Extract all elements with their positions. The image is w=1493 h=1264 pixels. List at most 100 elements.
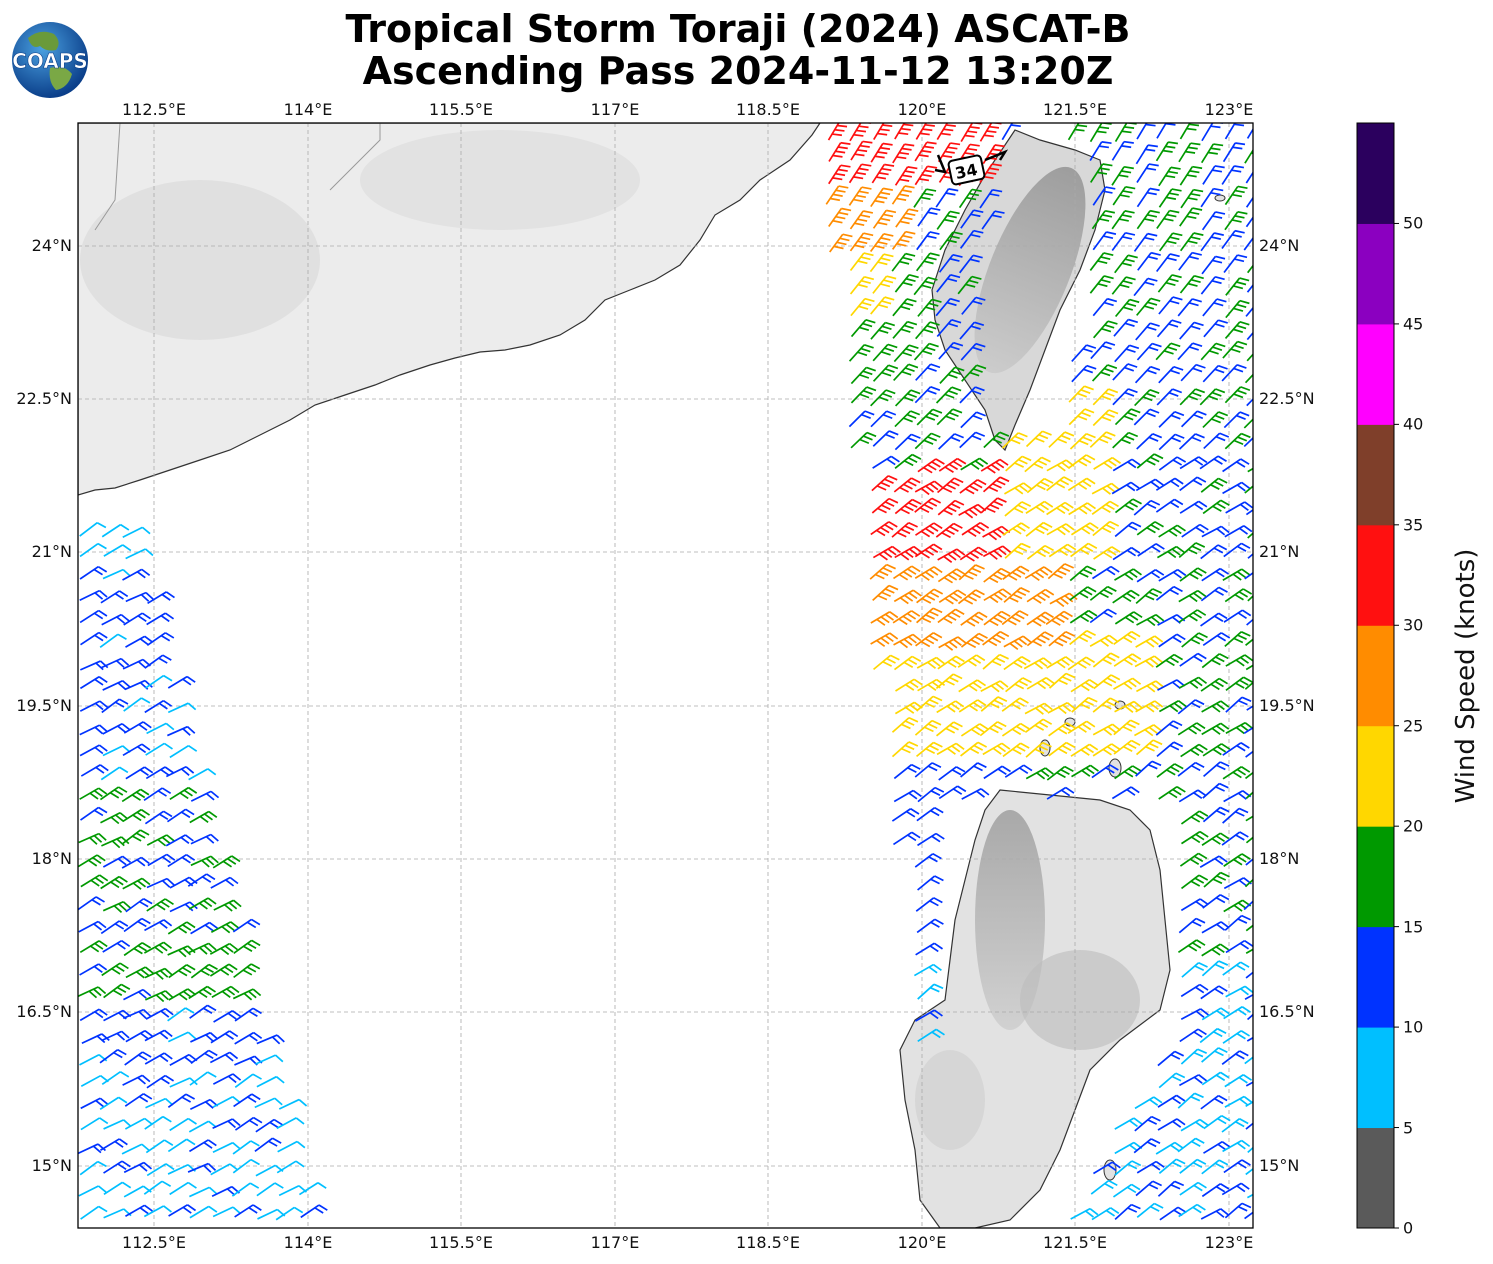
wind-barb [1178, 917, 1206, 934]
colorbar-tick-label: 5 [1403, 1118, 1414, 1138]
wind-barb [1200, 187, 1224, 208]
wind-barb [1201, 960, 1229, 977]
wind-barb [1179, 567, 1207, 582]
wind-barb [190, 790, 220, 802]
wind-barb [1245, 850, 1253, 866]
wind-barb [145, 742, 173, 756]
wind-barb [1024, 566, 1053, 581]
wind-barb [169, 901, 198, 913]
wind-barb [144, 810, 173, 825]
wind-barb [102, 855, 131, 868]
wind-barb [915, 321, 940, 340]
wind-barb [1091, 482, 1120, 495]
wind-barb [146, 834, 176, 847]
lat-label-left: 19.5°N [16, 696, 72, 715]
wind-barb [1113, 630, 1141, 646]
wind-barb [79, 609, 108, 624]
wind-barb [276, 1117, 305, 1130]
wind-barb [892, 610, 921, 626]
wind-barb [936, 318, 962, 338]
wind-barb [1179, 1158, 1207, 1174]
wind-barb [1223, 254, 1248, 274]
wind-barb [1133, 277, 1158, 297]
wind-barb [1004, 542, 1031, 559]
wind-barb [1177, 699, 1205, 715]
wind-barb [123, 988, 152, 1001]
wind-barb [1069, 609, 1098, 624]
wind-barb [891, 716, 919, 733]
wind-barb [1113, 653, 1142, 667]
wind-barb [1247, 585, 1253, 602]
wind-barb [1114, 765, 1142, 780]
wind-barb [1244, 987, 1253, 1001]
wind-barb [1222, 1139, 1251, 1153]
wind-barb [1133, 1138, 1161, 1154]
wind-barb [101, 1071, 130, 1086]
wind-barb [190, 855, 219, 868]
wind-barb [146, 1074, 175, 1089]
wind-barb [935, 522, 963, 539]
wind-barb [1246, 697, 1253, 711]
wind-barb [1247, 522, 1253, 539]
colorbar-segment [1357, 1127, 1394, 1229]
wind-barb [894, 166, 918, 186]
wind-barb [1222, 481, 1251, 495]
graticule [78, 123, 1253, 1228]
wind-barb [80, 764, 109, 777]
wind-barb [1224, 588, 1253, 603]
wind-barb [938, 766, 966, 781]
wind-barb [891, 252, 916, 272]
wind-barb [914, 719, 942, 736]
wind-barb [1005, 455, 1032, 472]
wind-barb [1158, 1072, 1186, 1089]
wind-barb [961, 521, 990, 538]
wind-barb [1181, 962, 1208, 978]
wind-barb [1177, 1092, 1204, 1109]
wind-barb [1136, 569, 1165, 583]
wind-barb [892, 320, 918, 339]
colorbar-tick-label: 15 [1403, 917, 1424, 937]
wind-barb [1178, 609, 1207, 623]
wind-barb [938, 253, 963, 273]
wind-barb [79, 676, 108, 690]
wind-barb [143, 1205, 172, 1218]
wind-barb [99, 1048, 127, 1064]
wind-barb [125, 766, 154, 780]
wind-barb [960, 723, 989, 737]
wind-barb [1113, 739, 1141, 755]
wind-barb [1245, 1160, 1253, 1176]
colorbar-tick-label: 10 [1403, 1017, 1424, 1037]
wind-barb [870, 187, 894, 208]
wind-barb [1046, 501, 1074, 516]
wind-barb [212, 1073, 242, 1085]
wind-barb [1024, 718, 1053, 734]
colorbar-segment [1357, 223, 1394, 325]
wind-barb [1001, 123, 1021, 141]
wind-barb [1092, 409, 1119, 427]
wind-barb [101, 1030, 130, 1042]
wind-barb [1068, 385, 1094, 403]
wind-barb [850, 140, 873, 161]
wind-barb [916, 408, 943, 426]
wind-barb [1026, 611, 1054, 627]
wind-barb [914, 141, 937, 162]
wind-barb [1225, 676, 1253, 692]
wind-barb [190, 1031, 219, 1043]
wind-barb [78, 1185, 107, 1197]
wind-barb [1158, 568, 1187, 582]
wind-barb [1025, 430, 1052, 448]
wind-barb [935, 673, 963, 690]
wind-barb [1114, 344, 1140, 363]
wind-barb [1178, 251, 1202, 271]
wind-barb [100, 811, 129, 825]
wind-barb [870, 521, 898, 537]
wind-barb [1135, 739, 1163, 756]
wind-barb [959, 479, 987, 495]
wind-barb [938, 589, 967, 605]
wind-barb [147, 853, 176, 867]
wind-barb [167, 1138, 196, 1153]
wind-barb [979, 721, 1007, 737]
wind-barb [1223, 853, 1251, 867]
wind-barb [123, 1161, 153, 1174]
wind-barb [936, 700, 965, 714]
